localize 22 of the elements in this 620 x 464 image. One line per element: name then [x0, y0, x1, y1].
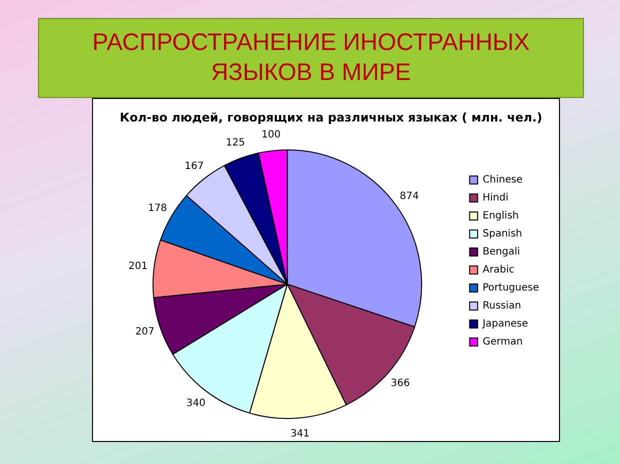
data-label: 340	[186, 398, 206, 410]
chart-subtitle: Кол-во людей, говорящих на различных языках ( млн. чел.)	[120, 110, 542, 124]
data-label: 874	[400, 191, 419, 202]
data-label: 178	[148, 203, 168, 214]
legend-label: Arabic	[482, 264, 514, 276]
chart-title: РАСПРОСТРАНЕНИЕ ИНОСТРАННЫХ ЯЗЫКОВ В МИРЕ	[38, 18, 584, 98]
legend-label: English	[482, 210, 519, 222]
data-label: 207	[135, 326, 154, 338]
data-label: 366	[390, 378, 410, 389]
legend-label: Hindi	[482, 192, 508, 204]
legend-label: Bengali	[482, 246, 520, 258]
legend-label: German	[482, 336, 523, 348]
legend-label: Russian	[482, 300, 522, 312]
data-label: 125	[226, 138, 246, 149]
legend-label: Spanish	[482, 228, 522, 240]
data-label: 201	[128, 261, 148, 272]
data-label: 167	[184, 160, 204, 172]
legend-label: Japanese	[482, 318, 528, 330]
data-label: 100	[262, 129, 281, 140]
legend-label: Portuguese	[482, 282, 540, 294]
legend-label: Chinese	[482, 174, 523, 186]
data-label: 341	[290, 428, 310, 440]
